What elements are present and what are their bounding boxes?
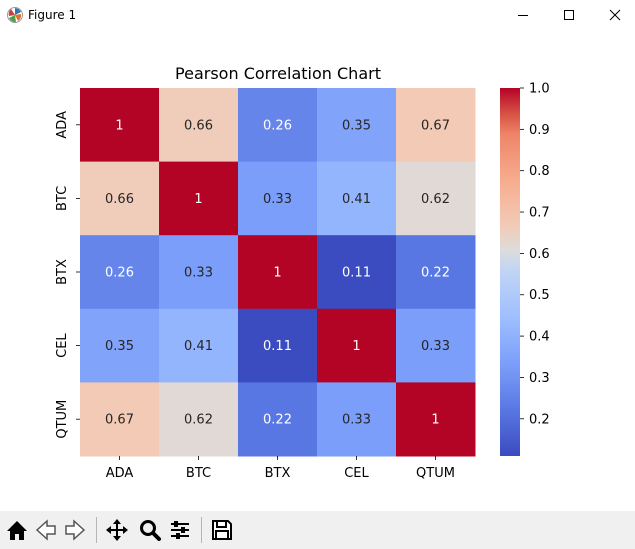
- y-tick-label: BTX: [55, 259, 70, 285]
- heatmap-cell: [317, 308, 397, 383]
- cell-value-label: 0.26: [105, 266, 134, 281]
- x-tick-label: BTC: [186, 466, 211, 481]
- colorbar: [500, 88, 520, 456]
- configure-subplots-button[interactable]: [166, 516, 194, 544]
- heatmap-cell: [317, 235, 397, 310]
- cell-value-label: 1: [194, 192, 202, 207]
- home-icon: [7, 521, 27, 540]
- heatmap-cell: [238, 308, 318, 383]
- figure-canvas[interactable]: Pearson Correlation Chart 1 0.66 0.26 0.35 0…: [0, 31, 635, 511]
- heatmap-cell: [317, 161, 397, 236]
- heatmap-cell: [396, 235, 476, 310]
- zoom-icon: [140, 520, 161, 541]
- y-tick-label: ADA: [55, 111, 70, 139]
- cell-value-label: 0.41: [342, 192, 371, 207]
- back-arrow-icon: [35, 519, 56, 541]
- heatmap-cell: [159, 161, 239, 236]
- cell-value-label: 0.11: [263, 339, 292, 354]
- maximize-button[interactable]: [546, 0, 592, 30]
- window-titlebar: Figure 1: [0, 0, 635, 31]
- cell-value-label: 0.66: [184, 118, 213, 133]
- colorbar-tick-label: 0.4: [529, 330, 550, 345]
- cell-value-label: 0.33: [421, 339, 450, 354]
- pan-icon: [106, 519, 128, 541]
- heatmap-cell: [80, 161, 160, 236]
- heatmap-cell: [396, 161, 476, 236]
- heatmap-cell: [159, 382, 239, 457]
- pan-button[interactable]: [103, 516, 131, 544]
- heatmap-cell: [159, 235, 239, 310]
- zoom-button[interactable]: [136, 516, 164, 544]
- window-title: Figure 1: [28, 8, 77, 22]
- cell-value-label: 0.67: [105, 413, 134, 428]
- cell-value-label: 0.62: [184, 413, 213, 428]
- cell-value-label: 0.35: [105, 339, 134, 354]
- heatmap-cell: [159, 308, 239, 383]
- y-tick-label: QTUM: [55, 400, 70, 439]
- navigation-toolbar: [0, 511, 635, 549]
- heatmap-cell: [238, 161, 318, 236]
- close-button[interactable]: [592, 0, 635, 30]
- heatmap-cell: [396, 382, 476, 457]
- x-tick-label: ADA: [106, 466, 134, 481]
- cell-value-label: 0.66: [105, 192, 134, 207]
- cell-value-label: 1: [431, 413, 439, 428]
- colorbar-tick-label: 1.0: [529, 82, 550, 97]
- colorbar-tick-label: 0.7: [529, 206, 550, 221]
- home-button[interactable]: [3, 516, 31, 544]
- cell-value-label: 0.33: [184, 266, 213, 281]
- heatmap-cell: [80, 382, 160, 457]
- heatmap-cell: [80, 88, 160, 163]
- colorbar-tick-label: 0.9: [529, 123, 550, 138]
- colorbar-tick-label: 0.2: [529, 412, 550, 427]
- cell-value-label: 0.33: [263, 192, 292, 207]
- heatmap-cell: [80, 235, 160, 310]
- heatmap-cell: [238, 235, 318, 310]
- colorbar-tick-label: 0.8: [529, 164, 550, 179]
- minimize-icon: [518, 15, 528, 16]
- toolbar-separator: [201, 517, 202, 543]
- heatmap-cell: [159, 88, 239, 163]
- chart-title: Pearson Correlation Chart: [175, 64, 381, 83]
- minimize-button[interactable]: [500, 0, 546, 30]
- cell-value-label: 0.22: [263, 413, 292, 428]
- cell-value-label: 0.41: [184, 339, 213, 354]
- cell-value-label: 0.26: [263, 118, 292, 133]
- heatmap-cell: [396, 308, 476, 383]
- heatmap-cell: [238, 88, 318, 163]
- forward-arrow-icon: [65, 519, 86, 541]
- colorbar-tick-label: 0.5: [529, 288, 550, 303]
- colorbar-tick-label: 0.3: [529, 371, 550, 386]
- close-icon: [609, 9, 621, 21]
- configure-subplots-icon: [171, 521, 189, 539]
- x-tick-label: QTUM: [416, 466, 455, 481]
- forward-button[interactable]: [61, 516, 89, 544]
- cell-value-label: 0.33: [342, 413, 371, 428]
- heatmap-cell: [396, 88, 476, 163]
- save-icon: [212, 520, 232, 540]
- toolbar-separator: [96, 517, 97, 543]
- cell-value-label: 0.22: [421, 266, 450, 281]
- cell-value-label: 0.11: [342, 266, 371, 281]
- cell-value-label: 1: [115, 118, 123, 133]
- cell-value-label: 0.67: [421, 118, 450, 133]
- y-tick-label: BTC: [55, 186, 70, 211]
- x-tick-label: BTX: [265, 466, 291, 481]
- colorbar-tick-label: 0.6: [529, 247, 550, 262]
- cell-value-label: 1: [273, 266, 281, 281]
- matplotlib-icon: [6, 6, 24, 24]
- x-tick-label: CEL: [344, 466, 369, 481]
- back-button[interactable]: [32, 516, 60, 544]
- y-tick-label: CEL: [55, 333, 70, 358]
- cell-value-label: 0.35: [342, 118, 371, 133]
- save-button[interactable]: [208, 516, 236, 544]
- cell-value-label: 0.62: [421, 192, 450, 207]
- heatmap-cell: [317, 88, 397, 163]
- cell-value-label: 1: [352, 339, 360, 354]
- heatmap-cell: [238, 382, 318, 457]
- heatmap-cell: [80, 308, 160, 383]
- heatmap-cell: [317, 382, 397, 457]
- heatmap-chart: Pearson Correlation Chart 1 0.66 0.26 0.35 0…: [55, 64, 550, 481]
- maximize-icon: [564, 10, 574, 20]
